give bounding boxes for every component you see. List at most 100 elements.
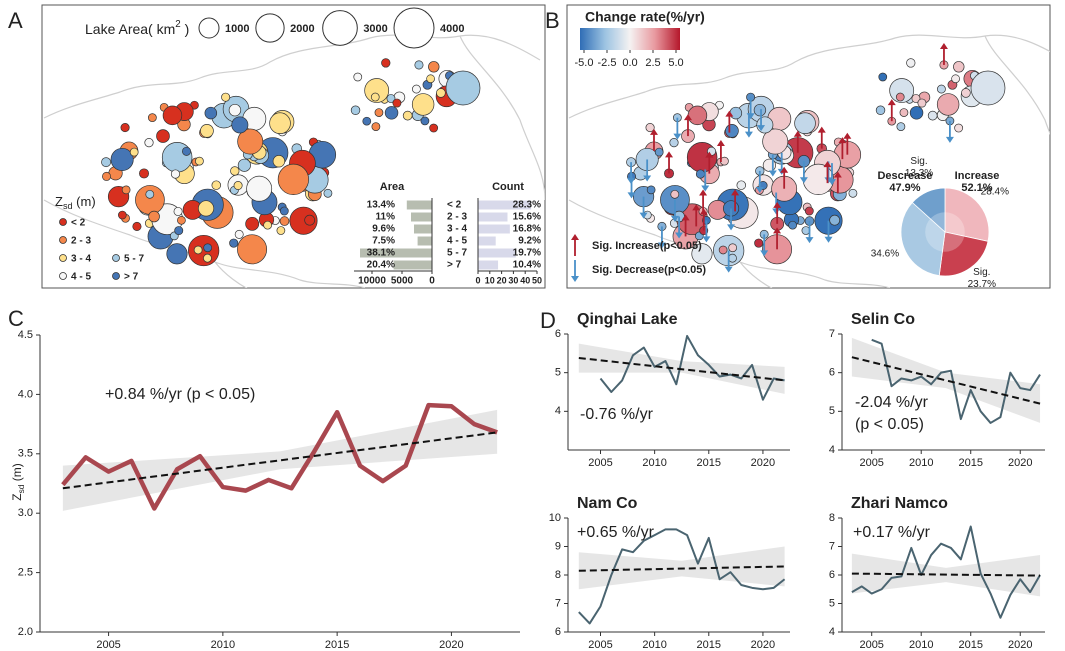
- inset-bar: [478, 212, 508, 222]
- lake: [936, 93, 960, 116]
- trend-arrow-head: [701, 185, 710, 192]
- y-tick-label: 6: [829, 367, 835, 379]
- inset-tick-label: 50: [532, 275, 542, 285]
- lake: [353, 72, 363, 82]
- inset-value-label: 13.4%: [367, 200, 395, 211]
- pie-wedge: [900, 201, 946, 277]
- lake: [246, 175, 273, 202]
- inset-value-label: 20.4%: [367, 260, 395, 271]
- confidence-band: [851, 337, 1041, 423]
- lake: [788, 220, 797, 230]
- lake: [277, 163, 309, 196]
- lake: [323, 188, 333, 198]
- size-legend-circle: [393, 7, 435, 49]
- trend-annotation: -2.04 %/yr: [855, 394, 929, 411]
- size-legend-title-part: 2: [175, 19, 180, 30]
- lake: [228, 103, 242, 117]
- lake: [350, 105, 361, 115]
- lake: [691, 243, 713, 265]
- trend-annotation: +0.65 %/yr: [577, 524, 655, 541]
- lake: [889, 78, 915, 103]
- y-tick-label: 3.0: [18, 507, 33, 519]
- colorbar: [580, 28, 680, 50]
- lake: [762, 128, 789, 155]
- inset-category: 3 - 4: [447, 224, 467, 235]
- inset-tick-label: 10000: [358, 276, 386, 287]
- lake: [426, 74, 435, 84]
- legend-label: 4 - 5: [71, 272, 91, 283]
- trend-arrow-head: [705, 151, 714, 158]
- size-legend-label: 3000: [363, 23, 387, 35]
- y-tick-label: 6: [829, 569, 835, 581]
- lake: [229, 238, 239, 248]
- inset-value-label: 10.4%: [513, 260, 541, 271]
- inset-bar: [478, 224, 510, 234]
- lake: [200, 124, 214, 138]
- inset-tick-label: 30: [508, 275, 518, 285]
- legend-swatch: [59, 272, 67, 280]
- lake: [289, 206, 318, 235]
- lake: [374, 108, 384, 117]
- lake: [951, 74, 960, 84]
- trend-arrow-head: [699, 189, 708, 196]
- size-legend-title-part: ): [181, 21, 190, 37]
- trend-line: [578, 356, 785, 382]
- trend-arrow-head: [827, 179, 836, 186]
- trend-arrow-head: [823, 161, 832, 168]
- trend-arrow-head: [773, 227, 782, 234]
- data-line: [851, 525, 1041, 619]
- inset-tick-label: 5000: [391, 276, 414, 287]
- pie-value-label: 23.7%: [968, 279, 996, 290]
- inset-category: 2 - 3: [447, 212, 467, 223]
- map-b-base: [568, 34, 1050, 288]
- lake: [695, 169, 706, 179]
- lake: [161, 142, 193, 173]
- y-tick-label: 3.5: [18, 448, 33, 460]
- size-legend-title: Lake Area( km2 ): [85, 19, 189, 37]
- lake: [129, 147, 139, 157]
- trend-arrow-head: [725, 110, 734, 117]
- trend-arrow-head: [945, 136, 954, 143]
- trend-arrow-head: [716, 139, 725, 146]
- x-tick-label: 2010: [211, 639, 235, 651]
- trend-arrow-head: [683, 114, 692, 121]
- lake: [911, 94, 921, 103]
- map-a: [43, 34, 545, 288]
- trend-arrow-head: [692, 204, 701, 211]
- lake: [148, 210, 160, 223]
- lake: [371, 122, 381, 132]
- lake: [875, 105, 886, 115]
- lake: [121, 185, 131, 195]
- colorbar-tick-label: 2.5: [645, 57, 660, 69]
- lake: [906, 58, 916, 68]
- y-tick-label: 5: [829, 405, 835, 417]
- lake: [272, 155, 286, 168]
- pie-group-name: Increase: [955, 170, 1000, 182]
- inset-title: Count: [492, 181, 524, 193]
- lakes: [101, 58, 481, 267]
- inset-tick-label: 10: [485, 275, 495, 285]
- color-legend-title-part: sd: [63, 201, 73, 211]
- data-line: [61, 402, 498, 511]
- lake: [362, 116, 372, 126]
- lake: [804, 206, 814, 216]
- lake: [195, 156, 204, 166]
- lake: [162, 105, 183, 126]
- y-tick-label: 6: [555, 328, 561, 340]
- lake: [147, 113, 157, 123]
- trend-arrow-head: [824, 236, 833, 243]
- lake: [937, 84, 946, 94]
- y-tick-label: 7: [829, 540, 835, 552]
- lake: [736, 180, 747, 190]
- lake: [173, 206, 183, 216]
- trend-arrow-head: [639, 212, 648, 219]
- size-legend-label: 1000: [225, 23, 249, 35]
- trend-arrow-head: [838, 137, 847, 144]
- trend-arrow-head: [627, 192, 636, 199]
- x-tick-label: 2020: [1008, 457, 1032, 469]
- lake: [728, 253, 737, 263]
- lake: [794, 112, 816, 134]
- x-tick-label: 2010: [642, 457, 666, 469]
- lake: [102, 171, 112, 181]
